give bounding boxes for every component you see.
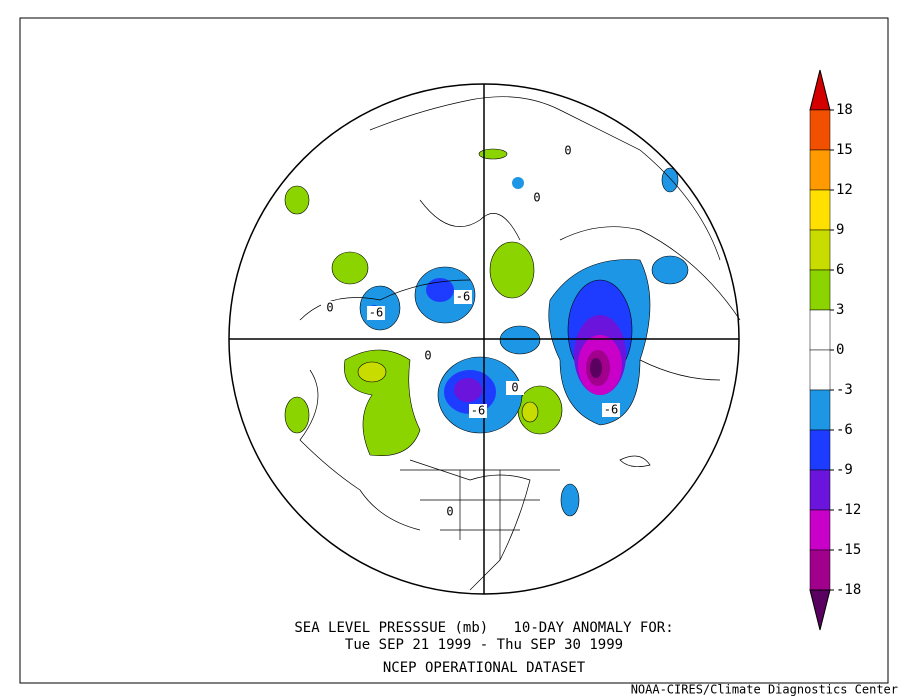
contour-label-bg [419, 349, 437, 363]
colorbar-tick-label: 3 [836, 302, 844, 318]
contour-label: 0 [326, 301, 333, 315]
colorbar-segment [809, 189, 831, 231]
colorbar-cap [809, 589, 831, 631]
colorbar-tick-label: -12 [836, 502, 861, 518]
colorbar-tick-label: -3 [836, 382, 853, 398]
colorbar-tick-label: -18 [836, 582, 861, 598]
contour-label: -6 [456, 290, 470, 304]
contour-label-bg [602, 403, 620, 417]
colorbar-tick-label: 12 [836, 182, 853, 198]
colorbar: 18 15 12 9 6 3 0 -3 -6 -9 -12 -15 -18 [809, 69, 861, 631]
colorbar-segment [809, 309, 831, 351]
caption-line: NCEP OPERATIONAL DATASET [383, 660, 586, 676]
contour-label: 0 [446, 505, 453, 519]
colorbar-tick-label: 9 [836, 222, 844, 238]
colorbar-segment [809, 469, 831, 511]
caption-line: SEA LEVEL PRESSSUE (mb) 10-DAY ANOMALY F… [294, 620, 673, 636]
contour-label: 0 [511, 381, 518, 395]
contour-label: -6 [369, 306, 383, 320]
contour-label: 0 [424, 349, 431, 363]
colorbar-tick-label: 0 [836, 342, 844, 358]
contour-label: 0 [533, 191, 540, 205]
contour-label-bg [559, 144, 577, 158]
colorbar-tick-label: -9 [836, 462, 853, 478]
caption-line: Tue SEP 21 1999 - Thu SEP 30 1999 [345, 637, 623, 653]
polar-map [228, 83, 741, 595]
colorbar-tick-label: 15 [836, 142, 853, 158]
colorbar-segment [809, 149, 831, 191]
colorbar-segment [809, 429, 831, 471]
colorbar-tick-label: 6 [836, 262, 844, 278]
contour-label-bg [506, 381, 524, 395]
colorbar-segment [809, 509, 831, 551]
contour-label-bg [321, 301, 339, 315]
contour-label-bg [469, 404, 487, 418]
colorbar-segment [809, 269, 831, 311]
contour-label-bg [454, 290, 472, 304]
colorbar-segment [809, 389, 831, 431]
colorbar-tick-label: -6 [836, 422, 853, 438]
credit: NOAA-CIRES/Climate Diagnostics Center [631, 683, 898, 697]
colorbar-segment [809, 349, 831, 391]
contour-label-bg [367, 306, 385, 320]
contour-label: -6 [604, 403, 618, 417]
colorbar-tick-label: -15 [836, 542, 861, 558]
colorbar-segment [809, 549, 831, 591]
contour-label: -6 [471, 404, 485, 418]
contour-label-bg [441, 505, 459, 519]
contour-label: 0 [564, 144, 571, 158]
colorbar-segment [809, 109, 831, 151]
colorbar-tick-label: 18 [836, 102, 853, 118]
contour-label-bg [528, 191, 546, 205]
colorbar-segment [809, 229, 831, 271]
